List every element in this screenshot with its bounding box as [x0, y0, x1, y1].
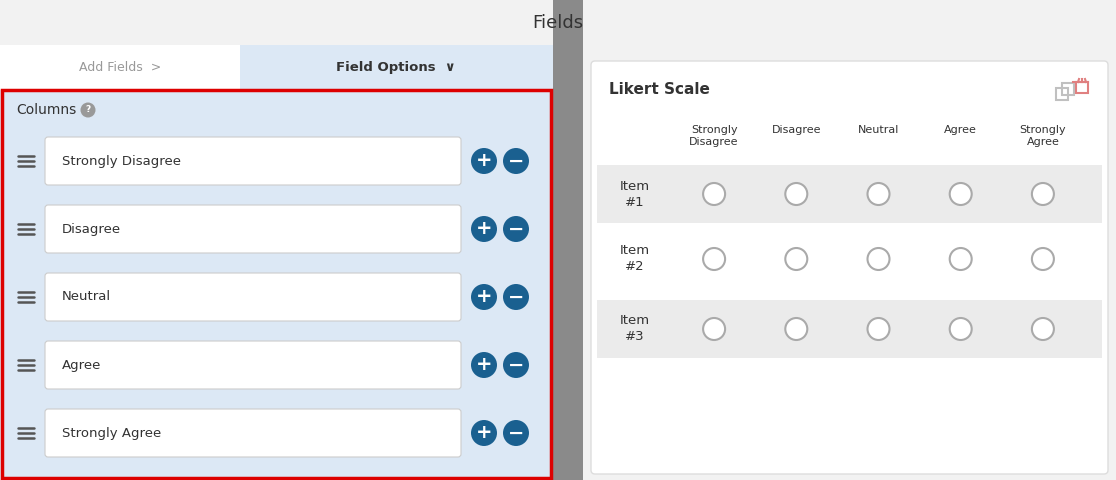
Bar — [240, 45, 554, 90]
Text: Field Options  ∨: Field Options ∨ — [336, 61, 455, 74]
Circle shape — [471, 148, 497, 174]
Text: −: − — [508, 288, 525, 307]
Text: +: + — [475, 288, 492, 307]
Circle shape — [950, 318, 972, 340]
Circle shape — [503, 420, 529, 446]
Circle shape — [1032, 183, 1054, 205]
Circle shape — [950, 248, 972, 270]
Circle shape — [1032, 248, 1054, 270]
Text: −: − — [508, 356, 525, 374]
FancyBboxPatch shape — [45, 409, 461, 457]
Circle shape — [867, 318, 889, 340]
Text: Strongly Agree: Strongly Agree — [62, 427, 161, 440]
Circle shape — [867, 183, 889, 205]
Text: Item
#1: Item #1 — [619, 180, 650, 208]
Bar — [597, 300, 1101, 358]
Text: Add Fields  >: Add Fields > — [79, 61, 161, 74]
Text: Likert Scale: Likert Scale — [609, 83, 710, 97]
Text: Agree: Agree — [944, 125, 978, 135]
Circle shape — [867, 248, 889, 270]
Text: Strongly
Agree: Strongly Agree — [1020, 125, 1066, 146]
FancyBboxPatch shape — [45, 341, 461, 389]
Text: +: + — [475, 219, 492, 239]
Bar — [0, 45, 240, 90]
FancyBboxPatch shape — [45, 137, 461, 185]
Text: +: + — [475, 152, 492, 170]
Text: Disagree: Disagree — [62, 223, 122, 236]
FancyBboxPatch shape — [45, 205, 461, 253]
Circle shape — [703, 318, 725, 340]
Text: Strongly
Disagree: Strongly Disagree — [690, 125, 739, 146]
Text: +: + — [475, 356, 492, 374]
Text: −: − — [508, 423, 525, 443]
Text: Fields: Fields — [532, 13, 584, 32]
Circle shape — [503, 216, 529, 242]
Bar — [597, 230, 1101, 288]
Text: Neutral: Neutral — [62, 290, 112, 303]
Text: Neutral: Neutral — [858, 125, 899, 135]
Circle shape — [471, 284, 497, 310]
Circle shape — [471, 420, 497, 446]
Circle shape — [786, 183, 807, 205]
Circle shape — [950, 183, 972, 205]
Circle shape — [786, 248, 807, 270]
Text: Strongly Disagree: Strongly Disagree — [62, 155, 181, 168]
Circle shape — [471, 216, 497, 242]
Bar — [1076, 82, 1088, 93]
Circle shape — [786, 318, 807, 340]
Text: Disagree: Disagree — [771, 125, 821, 135]
Circle shape — [503, 352, 529, 378]
Circle shape — [703, 248, 725, 270]
Text: +: + — [475, 423, 492, 443]
Circle shape — [471, 352, 497, 378]
Text: Columns: Columns — [16, 103, 76, 117]
Circle shape — [503, 148, 529, 174]
Text: Agree: Agree — [62, 359, 102, 372]
Circle shape — [703, 183, 725, 205]
Bar — [2, 90, 551, 478]
Circle shape — [80, 103, 96, 118]
Bar — [597, 165, 1101, 223]
Bar — [554, 0, 583, 480]
Text: Item
#2: Item #2 — [619, 244, 650, 274]
FancyBboxPatch shape — [45, 273, 461, 321]
Bar — [0, 0, 1116, 45]
Circle shape — [503, 284, 529, 310]
FancyBboxPatch shape — [591, 61, 1108, 474]
Text: Item
#3: Item #3 — [619, 314, 650, 344]
Bar — [0, 90, 554, 480]
Text: −: − — [508, 219, 525, 239]
Circle shape — [1032, 318, 1054, 340]
Text: −: − — [508, 152, 525, 170]
Bar — [583, 0, 1116, 480]
Text: ?: ? — [86, 106, 90, 115]
